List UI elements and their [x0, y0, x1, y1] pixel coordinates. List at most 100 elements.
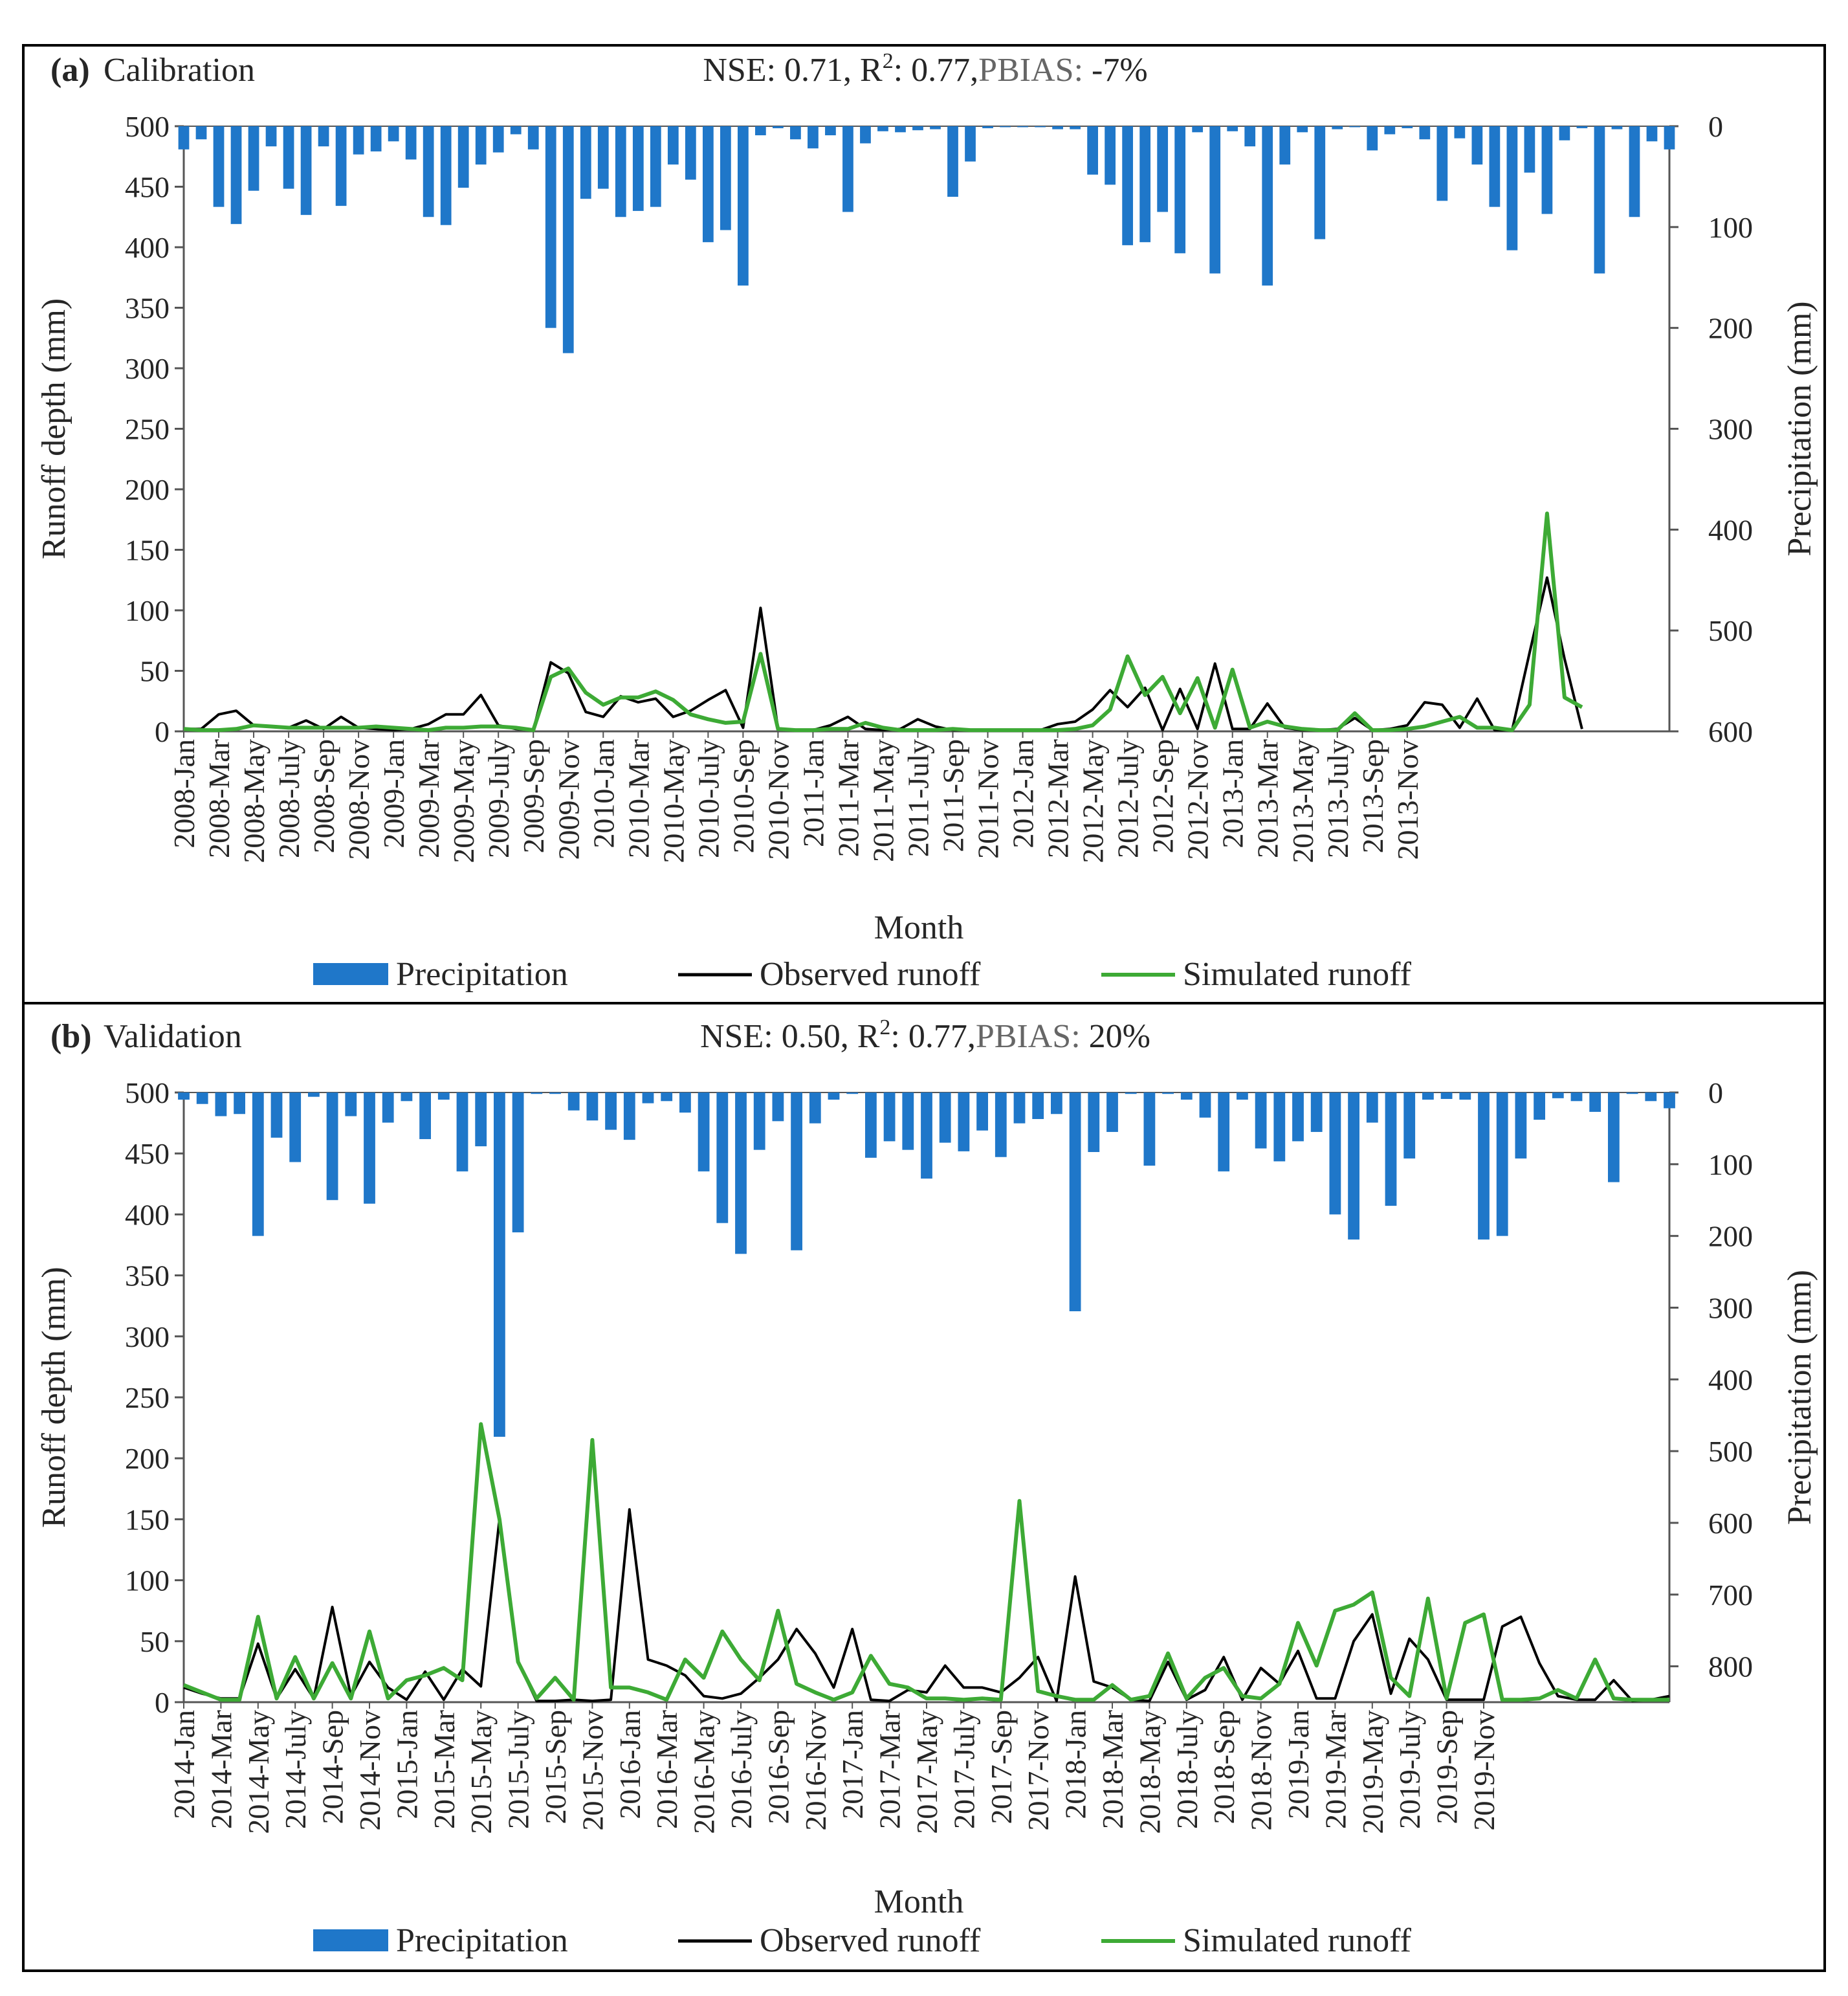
- precipitation-bar: [370, 126, 382, 151]
- precipitation-bar: [597, 126, 609, 189]
- x-tick-label: 2009-Sep: [517, 739, 550, 853]
- x-tick-label: 2013-Nov: [1391, 739, 1424, 860]
- precipitation-bar: [1139, 126, 1151, 243]
- precipitation-bar: [440, 126, 452, 225]
- x-tick-label: 2012-July: [1112, 739, 1145, 858]
- right-tick-label: 700: [1708, 1579, 1753, 1612]
- precipitation-bar: [1422, 1092, 1434, 1100]
- precipitation-bar: [1032, 1092, 1044, 1120]
- precipitation-bar: [234, 1092, 245, 1114]
- stats-text: NSE: 0.71, R2: 0.77,PBIAS: -7%: [703, 49, 1147, 89]
- precipitation-bar: [1255, 1092, 1267, 1149]
- y-axis-left-title: Runoff depth (mm): [36, 1267, 72, 1527]
- precipitation-bar: [1105, 126, 1116, 185]
- precipitation-bar: [196, 1092, 208, 1104]
- x-tick-label: 2014-Sep: [316, 1710, 349, 1824]
- x-tick-label: 2017-July: [947, 1710, 980, 1829]
- precipitation-bar: [1052, 126, 1063, 129]
- precipitation-bar: [773, 126, 784, 129]
- precipitation-bar: [679, 1092, 691, 1113]
- precipitation-bar: [419, 1092, 431, 1140]
- stat-nse: 0.71,: [784, 52, 860, 89]
- x-tick-label: 2016-Nov: [799, 1710, 832, 1831]
- panel-label: (a): [50, 52, 90, 89]
- precipitation-bar: [215, 1092, 227, 1116]
- legend-observed-label: Observed runoff: [760, 956, 981, 993]
- precipitation-bar: [661, 1092, 673, 1102]
- x-tick-label: 2013-May: [1286, 739, 1319, 863]
- legend-precipitation-swatch: [313, 963, 388, 985]
- left-tick-label: 100: [125, 1564, 170, 1597]
- x-tick-label: 2013-Jan: [1216, 739, 1249, 848]
- precipitation-bar: [982, 126, 993, 129]
- x-tick-label: 2019-Sep: [1431, 1710, 1464, 1824]
- precipitation-bar: [860, 126, 871, 144]
- right-tick-label: 800: [1708, 1650, 1753, 1683]
- precipitation-bar: [1279, 126, 1291, 165]
- precipitation-bar: [1125, 1092, 1137, 1094]
- left-tick-label: 150: [125, 534, 170, 567]
- precipitation-bar: [791, 1092, 802, 1250]
- precipitation-bar: [512, 1092, 524, 1233]
- precipitation-bar: [1199, 1092, 1211, 1118]
- legend-simulated-label: Simulated runoff: [1183, 956, 1412, 993]
- precipitation-bar: [1180, 1092, 1193, 1100]
- precipitation-bar: [1143, 1092, 1156, 1166]
- precipitation-bar: [1297, 126, 1308, 133]
- precipitation-bar: [562, 126, 574, 353]
- precipitation-bar: [1209, 126, 1221, 274]
- precipitation-bar: [405, 126, 417, 160]
- left-tick-label: 450: [125, 171, 170, 204]
- precipitation-bar: [947, 126, 958, 197]
- right-tick-label: 200: [1708, 1220, 1753, 1253]
- x-tick-label: 2009-Nov: [552, 739, 585, 860]
- precipitation-bar: [283, 126, 294, 189]
- x-tick-label: 2009-Jan: [377, 739, 410, 848]
- x-tick-label: 2010-Sep: [727, 739, 760, 853]
- legend-observed-label: Observed runoff: [760, 1922, 981, 1959]
- x-tick-label: 2014-July: [279, 1710, 312, 1829]
- precipitation-bar: [270, 1092, 283, 1138]
- precipitation-bar: [1645, 1092, 1657, 1102]
- precipitation-bar: [1629, 126, 1640, 217]
- precipitation-bar: [1244, 126, 1256, 147]
- right-tick-label: 200: [1708, 312, 1753, 345]
- precipitation-bar: [1174, 126, 1186, 254]
- precipitation-bar: [1349, 126, 1361, 128]
- y-axis-left-title: Runoff depth (mm): [36, 298, 72, 559]
- precipitation-bar: [510, 126, 522, 135]
- precipitation-bar: [877, 126, 888, 131]
- precipitation-bar: [1227, 126, 1238, 131]
- precipitation-bar: [345, 1092, 357, 1116]
- panel-validation: (b) Validation NSE: 0.50, R2: 0.77,PBIAS: …: [36, 1015, 1818, 1959]
- x-tick-label: 2016-May: [688, 1710, 721, 1834]
- right-tick-label: 300: [1708, 1291, 1753, 1324]
- precipitation-bar: [1436, 126, 1448, 201]
- precipitation-bar: [531, 1092, 543, 1094]
- precipitation-bar: [364, 1092, 375, 1204]
- right-tick-label: 100: [1708, 211, 1753, 244]
- x-tick-label: 2018-Mar: [1096, 1710, 1129, 1829]
- left-tick-label: 100: [125, 594, 170, 627]
- precipitation-bar: [1106, 1092, 1118, 1132]
- precipitation-bar: [475, 1092, 487, 1147]
- precipitation-bar: [326, 1092, 338, 1201]
- precipitation-bar: [1070, 126, 1081, 129]
- precipitation-bar: [388, 126, 399, 142]
- observed-runoff-line: [184, 576, 1583, 732]
- x-tick-label: 2015-Jan: [390, 1710, 423, 1819]
- x-tick-label: 2014-Nov: [353, 1710, 386, 1831]
- precipitation-bar: [995, 1092, 1007, 1157]
- y-axis-right-title: Precipitation (mm): [1781, 301, 1818, 556]
- precipitation-bar: [615, 126, 626, 217]
- precipitation-bar: [353, 126, 364, 155]
- x-tick-label: 2008-Mar: [203, 739, 236, 858]
- precipitation-bar: [178, 1092, 190, 1100]
- precipitation-bar: [772, 1092, 784, 1122]
- x-tick-label: 2011-May: [866, 739, 899, 862]
- precipitation-bar: [1069, 1092, 1081, 1312]
- x-tick-label: 2008-May: [237, 739, 270, 863]
- precipitation-bar: [1541, 126, 1553, 214]
- precipitation-bar: [1017, 126, 1028, 128]
- precipitation-bar: [1088, 1092, 1100, 1152]
